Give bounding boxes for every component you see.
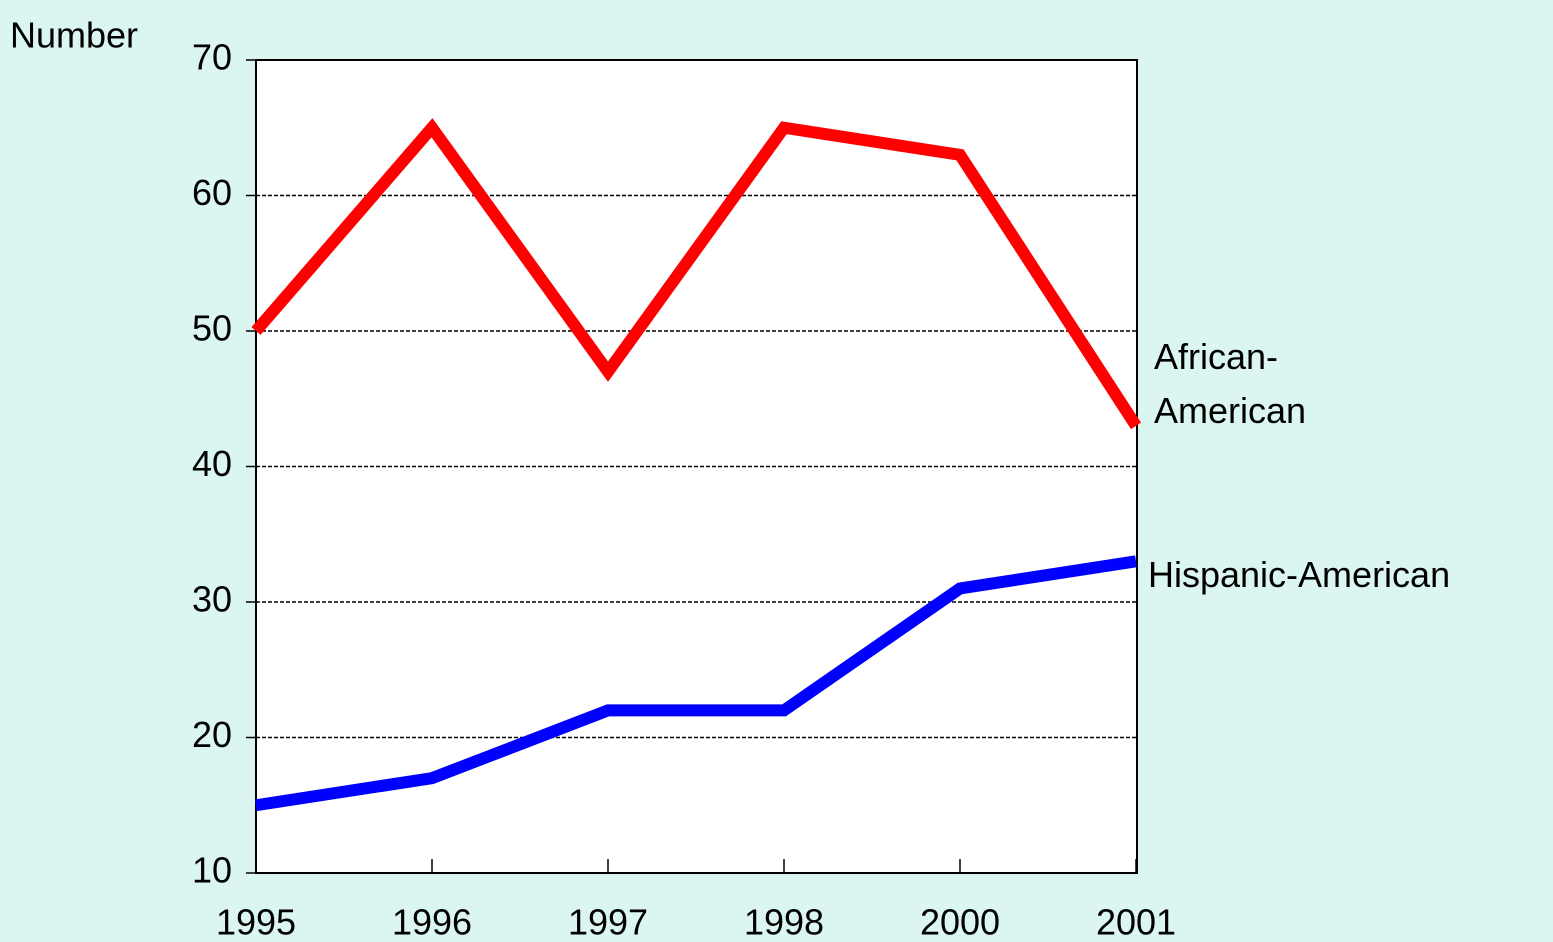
x-tick-label: 1997 xyxy=(568,902,648,942)
x-tick-label: 2001 xyxy=(1096,902,1176,942)
y-tick-label: 50 xyxy=(192,308,232,349)
y-tick-label: 20 xyxy=(192,714,232,755)
y-axis-label: Number xyxy=(10,15,138,56)
y-tick-label: 10 xyxy=(192,850,232,891)
plot-border xyxy=(255,59,1138,874)
series-label: African-American xyxy=(1154,336,1307,431)
y-tick-label: 30 xyxy=(192,579,232,620)
series-line xyxy=(255,555,1137,812)
y-tick-label: 40 xyxy=(192,443,232,484)
y-tick-label: 60 xyxy=(192,172,232,213)
x-tick-label: 2000 xyxy=(920,902,1000,942)
x-tick-label: 1995 xyxy=(216,902,296,942)
y-tick-label: 70 xyxy=(192,37,232,78)
series-label: Hispanic-American xyxy=(1148,554,1451,595)
x-tick-label: 1998 xyxy=(744,902,824,942)
series-line xyxy=(251,118,1142,430)
x-tick-label: 1996 xyxy=(392,902,472,942)
